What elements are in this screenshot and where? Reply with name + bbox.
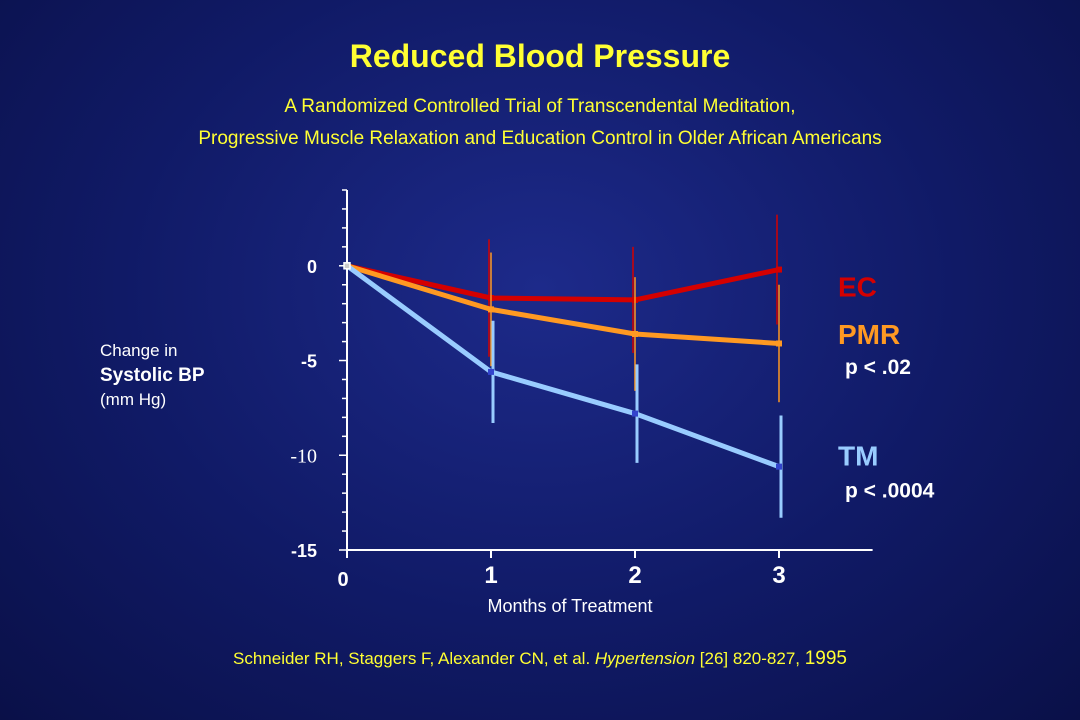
- data-point: [344, 262, 350, 269]
- data-point: [632, 331, 638, 337]
- citation-details: [26] 820-827,: [695, 649, 805, 668]
- series-tm: TM p < .0004: [344, 262, 935, 518]
- x-tick-label: 2: [628, 562, 641, 589]
- x-tick-label: 1: [484, 562, 497, 589]
- data-point: [488, 368, 494, 375]
- y-axis-label-line1: Change in: [100, 341, 178, 360]
- series-label: PMR: [838, 319, 900, 350]
- x-tick-label: 3: [772, 562, 785, 589]
- series-label: TM: [838, 440, 878, 471]
- chart-title: Reduced Blood Pressure: [349, 38, 731, 74]
- series-line: [345, 263, 780, 469]
- citation-journal: Hypertension: [594, 649, 696, 668]
- data-point: [632, 410, 638, 417]
- data-point: [488, 306, 494, 313]
- x-tick-label: 0: [337, 569, 348, 591]
- data-point: [776, 266, 782, 273]
- series-ec: EC: [344, 214, 877, 357]
- y-axis-label: Change in Systolic BP (mm Hg): [100, 340, 205, 412]
- chart-subtitle-line1: A Randomized Controlled Trial of Transce…: [284, 96, 796, 117]
- citation: Schneider RH, Staggers F, Alexander CN, …: [0, 648, 1080, 670]
- data-point: [776, 463, 782, 470]
- series-label: EC: [838, 272, 877, 303]
- y-tick-label: -10: [290, 445, 317, 467]
- series-p-value: p < .02: [845, 356, 911, 379]
- series-line: [346, 263, 780, 346]
- chart-subtitle-line2: Progressive Muscle Relaxation and Educat…: [198, 128, 882, 149]
- series-p-value: p < .0004: [845, 479, 935, 502]
- citation-authors: Schneider RH, Staggers F, Alexander CN, …: [233, 649, 595, 668]
- y-tick-label: 0: [307, 257, 317, 277]
- origin-marker: [343, 262, 351, 270]
- data-point: [776, 340, 782, 347]
- citation-year: 1995: [804, 648, 847, 669]
- y-tick-label: -5: [301, 352, 317, 372]
- series-pmr: PMR p < .02: [344, 252, 911, 403]
- y-axis-label-line3: (mm Hg): [100, 389, 167, 409]
- y-tick-label: -15: [291, 541, 317, 561]
- series-line: [346, 263, 780, 303]
- y-axis-label-line2: Systolic BP: [100, 364, 205, 386]
- x-axis-label: Months of Treatment: [487, 596, 652, 616]
